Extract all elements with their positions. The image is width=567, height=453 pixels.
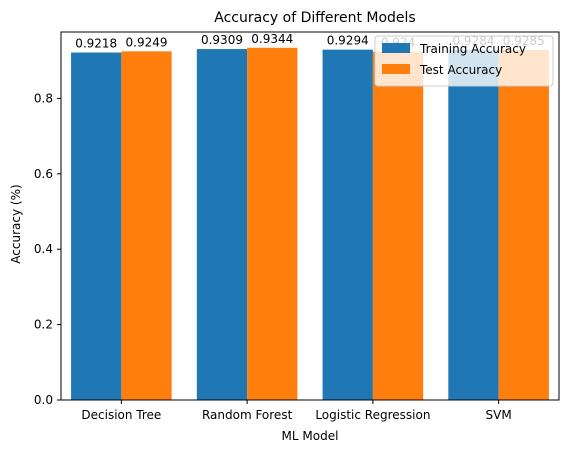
x-tick-label: SVM — [486, 408, 512, 422]
plot-frame — [60, 31, 560, 401]
bar-training — [71, 52, 122, 401]
chart-title: Accuracy of Different Models — [214, 10, 415, 26]
bar-training — [196, 49, 248, 400]
x-tick-label: Decision Tree — [81, 408, 161, 422]
y-axis-label: Accuracy (%) — [9, 184, 23, 263]
legend: Training Accuracy Test Accuracy — [374, 35, 554, 87]
bar-test — [121, 51, 172, 401]
data-label: 0.9344 — [251, 32, 293, 46]
x-tick-label: Random Forest — [202, 408, 293, 422]
legend-label: Training Accuracy — [419, 42, 526, 56]
bars-layer — [71, 47, 549, 401]
bar-test — [498, 49, 549, 400]
legend-box — [374, 35, 554, 87]
y-tick-label: 0.6 — [34, 167, 53, 181]
bar-test — [372, 51, 424, 400]
legend-label: Test Accuracy — [419, 63, 502, 77]
legend-swatch — [382, 64, 410, 74]
x-tick-label: Logistic Regression — [315, 408, 430, 422]
x-axis: Decision Tree Random Forest Logistic Regre… — [81, 400, 512, 422]
legend-swatch — [382, 43, 410, 53]
y-tick-label: 0.4 — [34, 242, 53, 256]
data-label: 0.9294 — [327, 34, 369, 48]
y-tick-label: 0.8 — [34, 91, 53, 105]
bar-training — [448, 50, 499, 400]
bar-test — [247, 47, 298, 401]
x-axis-label: ML Model — [282, 429, 339, 443]
y-tick-label: 0.2 — [34, 318, 53, 332]
y-tick-label: 0.0 — [34, 393, 53, 407]
data-label: 0.9249 — [126, 35, 168, 49]
data-label: 0.9309 — [201, 33, 243, 47]
bar-training — [322, 49, 373, 401]
data-label: 0.9218 — [75, 37, 117, 51]
y-axis: 0.0 0.2 0.4 0.6 0.8 — [34, 91, 61, 407]
